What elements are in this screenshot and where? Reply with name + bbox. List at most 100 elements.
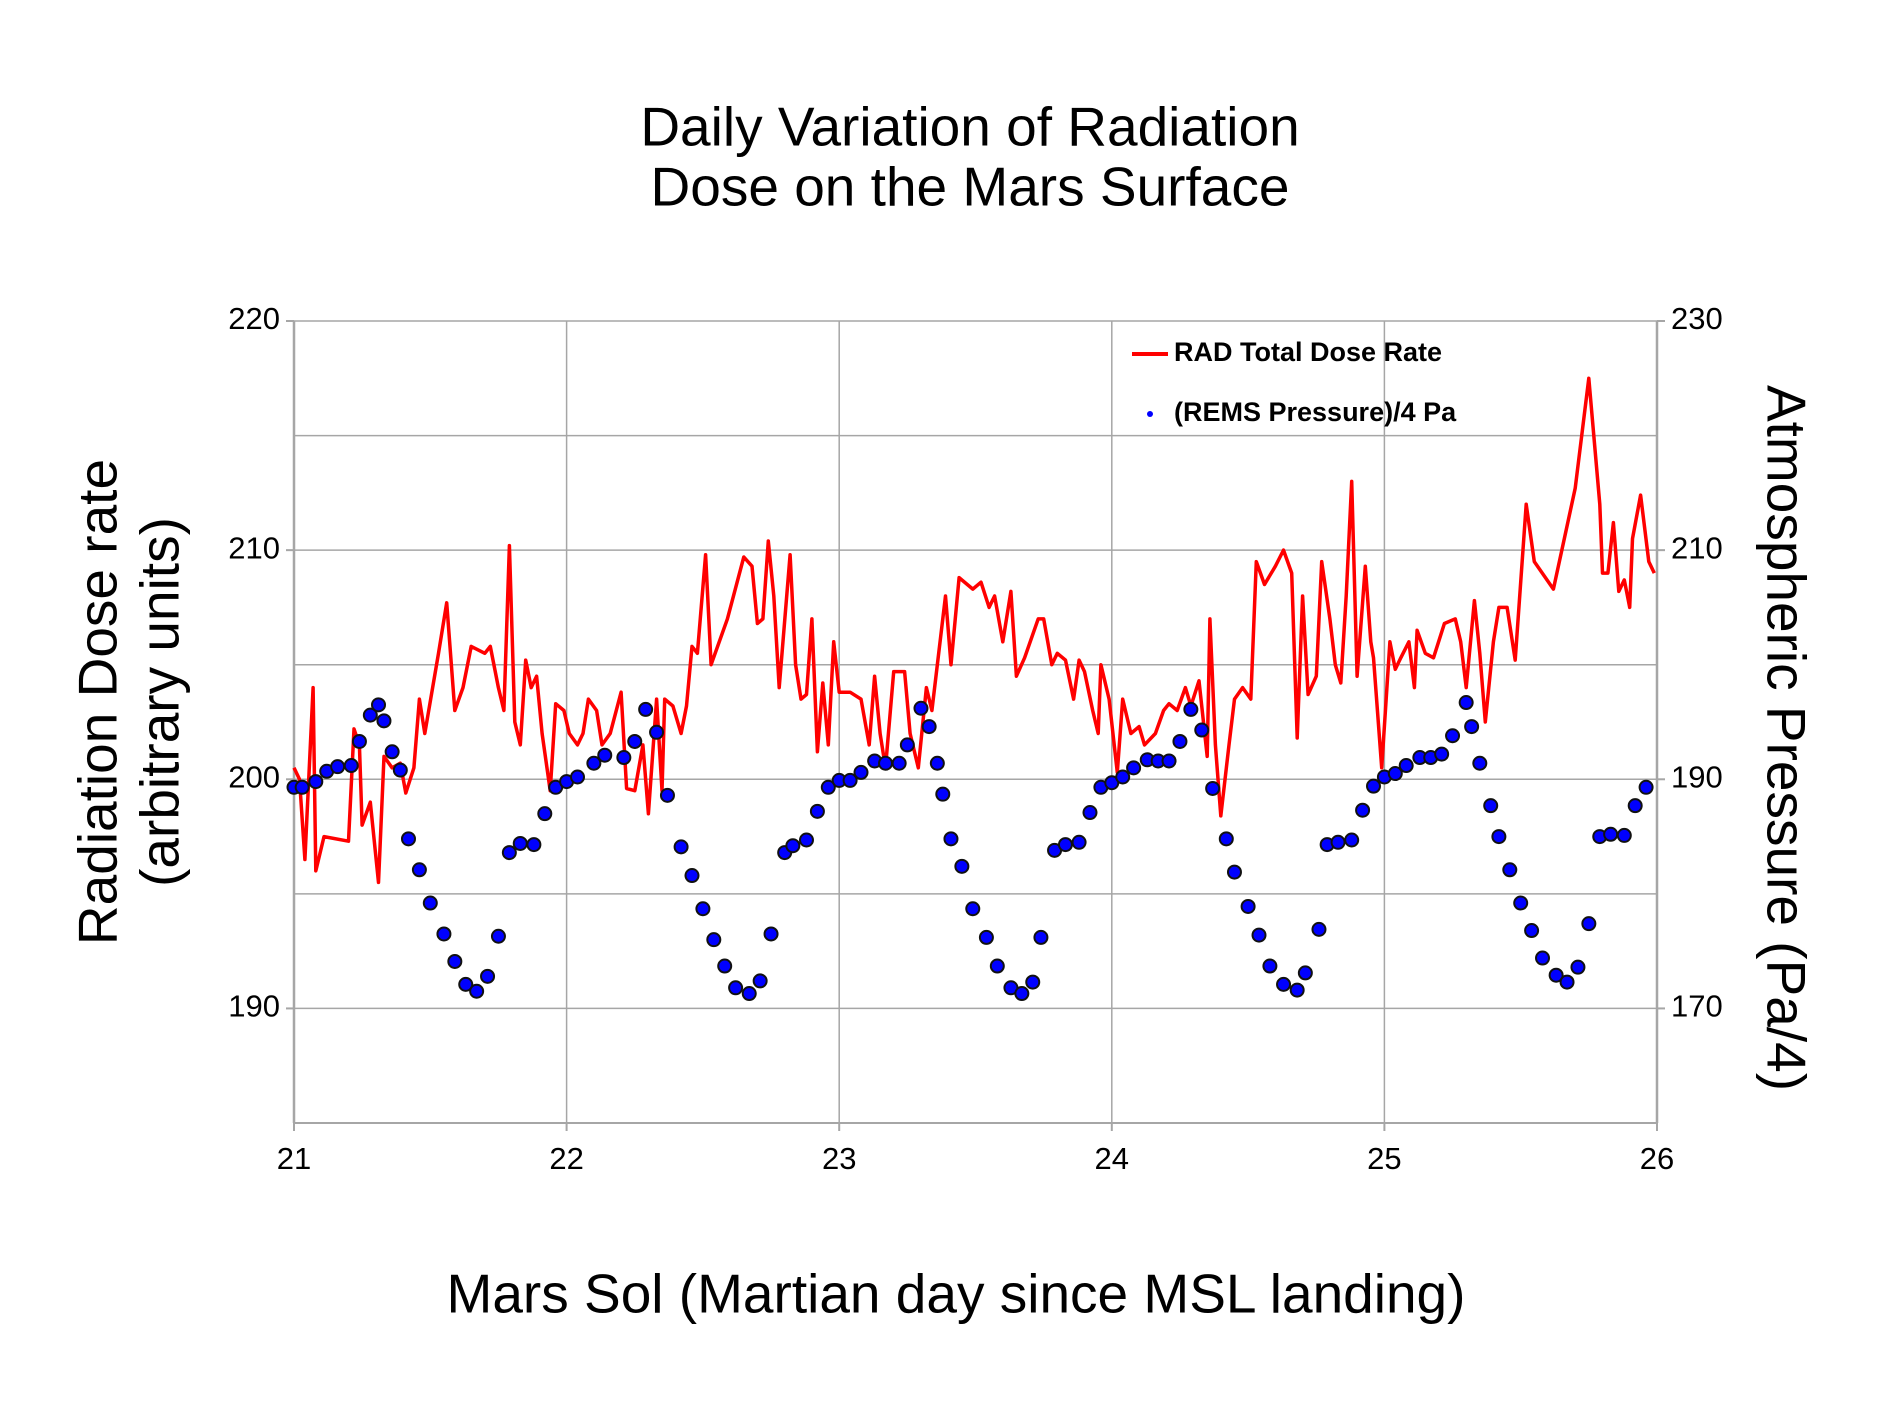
data-point: [1627, 798, 1643, 814]
data-point: [469, 983, 485, 999]
data-point: [1033, 929, 1049, 945]
data-point: [570, 769, 586, 785]
data-point: [935, 786, 951, 802]
data-point: [512, 835, 528, 851]
data-point: [921, 719, 937, 735]
data-point: [899, 737, 915, 753]
data-point: [752, 973, 768, 989]
data-point: [1126, 760, 1142, 776]
data-point: [673, 839, 689, 855]
data-point: [1559, 974, 1575, 990]
data-point: [1071, 834, 1087, 850]
data-point: [878, 755, 894, 771]
chart-title: Daily Variation of Radiation: [640, 96, 1299, 158]
data-point: [853, 764, 869, 780]
data-point: [1513, 895, 1529, 911]
data-point: [706, 932, 722, 948]
data-point: [1434, 746, 1450, 762]
data-point: [1172, 733, 1188, 749]
y-tick-label: 220: [228, 301, 280, 336]
data-point: [1218, 831, 1234, 847]
data-point: [537, 806, 553, 822]
data-point: [362, 707, 378, 723]
data-point: [371, 697, 387, 713]
data-point: [616, 750, 632, 766]
data-point: [400, 831, 416, 847]
data-point: [1262, 958, 1278, 974]
x-tick-label: 24: [1095, 1141, 1129, 1176]
data-point: [1581, 916, 1597, 932]
data-point: [343, 758, 359, 774]
data-point: [965, 901, 981, 917]
data-point: [308, 774, 324, 790]
data-point: [659, 787, 675, 803]
data-point: [1289, 982, 1305, 998]
data-point: [1311, 921, 1327, 937]
data-point: [1491, 829, 1507, 845]
data-point: [1616, 827, 1632, 843]
chart-title: Dose on the Mars Surface: [651, 156, 1290, 218]
data-point: [929, 755, 945, 771]
data-line: [292, 376, 1656, 885]
data-point: [842, 772, 858, 788]
data-point: [728, 980, 744, 996]
x-tick-label: 22: [549, 1141, 583, 1176]
data-point: [798, 832, 814, 848]
data-point: [1387, 766, 1403, 782]
legend-label: (REMS Pressure)/4 Pa: [1174, 397, 1457, 427]
data-point: [1057, 837, 1073, 853]
data-point: [695, 901, 711, 917]
y-tick-label: 210: [228, 530, 280, 565]
data-point: [1205, 780, 1221, 796]
legend-swatch: [1147, 411, 1153, 417]
data-point: [1297, 965, 1313, 981]
data-point: [1161, 753, 1177, 769]
data-point: [447, 953, 463, 969]
data-point: [1502, 862, 1518, 878]
data-point: [351, 733, 367, 749]
data-point: [1226, 864, 1242, 880]
y2-tick-label: 190: [1671, 759, 1723, 794]
data-point: [891, 755, 907, 771]
data-point: [480, 968, 496, 984]
data-point: [436, 926, 452, 942]
data-point: [717, 958, 733, 974]
data-point: [1365, 778, 1381, 794]
x-tick-label: 21: [277, 1141, 311, 1176]
y2-tick-label: 170: [1671, 989, 1723, 1024]
data-point: [1524, 923, 1540, 939]
data-point: [785, 838, 801, 854]
data-point: [330, 759, 346, 775]
data-point: [1025, 974, 1041, 990]
data-point: [294, 779, 310, 795]
data-point: [411, 862, 427, 878]
data-point: [1398, 758, 1414, 774]
y-tick-label: 190: [228, 989, 280, 1024]
data-point: [1183, 701, 1199, 717]
data-point: [422, 895, 438, 911]
data-point: [1535, 950, 1551, 966]
data-point: [1458, 695, 1474, 711]
data-point: [1344, 832, 1360, 848]
data-point: [1638, 779, 1654, 795]
data-point: [1355, 802, 1371, 818]
data-point: [526, 837, 542, 853]
data-point: [1251, 927, 1267, 943]
data-point: [586, 755, 602, 771]
data-point: [1276, 976, 1292, 992]
data-point: [1464, 719, 1480, 735]
data-point: [913, 700, 929, 716]
data-point: [943, 831, 959, 847]
data-point: [649, 724, 665, 740]
data-point: [1330, 834, 1346, 850]
data-point: [1194, 722, 1210, 738]
data-point: [392, 762, 408, 778]
data-point: [809, 803, 825, 819]
y-tick-label: 200: [228, 759, 280, 794]
data-point: [1115, 769, 1131, 785]
data-point: [1014, 986, 1030, 1002]
x-tick-label: 26: [1640, 1141, 1674, 1176]
y2-axis-title: Atmospheric Pressure (Pa/4): [1755, 385, 1817, 1091]
data-point: [501, 845, 517, 861]
data-point: [1570, 959, 1586, 975]
